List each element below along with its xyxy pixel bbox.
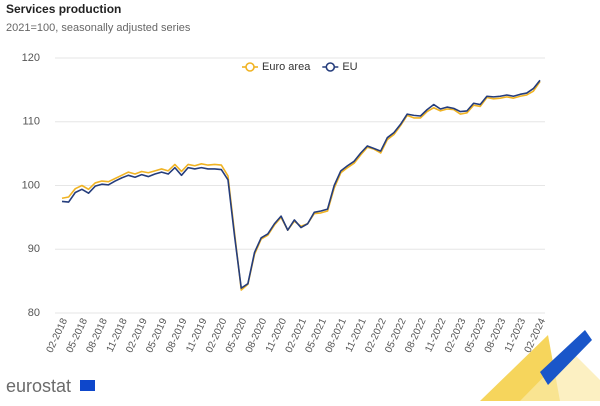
legend-marker[interactable] [325, 62, 336, 72]
legend-label[interactable]: EU [342, 61, 357, 73]
chart-subtitle: 2021=100, seasonally adjusted series [6, 22, 191, 34]
y-tick-label: 120 [22, 52, 40, 64]
y-tick-label: 80 [28, 307, 40, 319]
series-line [61, 81, 541, 291]
legend-marker[interactable] [245, 62, 255, 72]
legend-label[interactable]: Euro area [262, 61, 311, 73]
decoration [480, 330, 600, 401]
chart-title: Services production [6, 2, 121, 16]
series-line [61, 79, 541, 289]
y-tick-label: 90 [28, 243, 40, 255]
brand: eurostat [6, 376, 71, 396]
y-tick-label: 100 [22, 179, 40, 191]
y-tick-label: 110 [22, 116, 40, 128]
eu-flag [80, 380, 95, 391]
